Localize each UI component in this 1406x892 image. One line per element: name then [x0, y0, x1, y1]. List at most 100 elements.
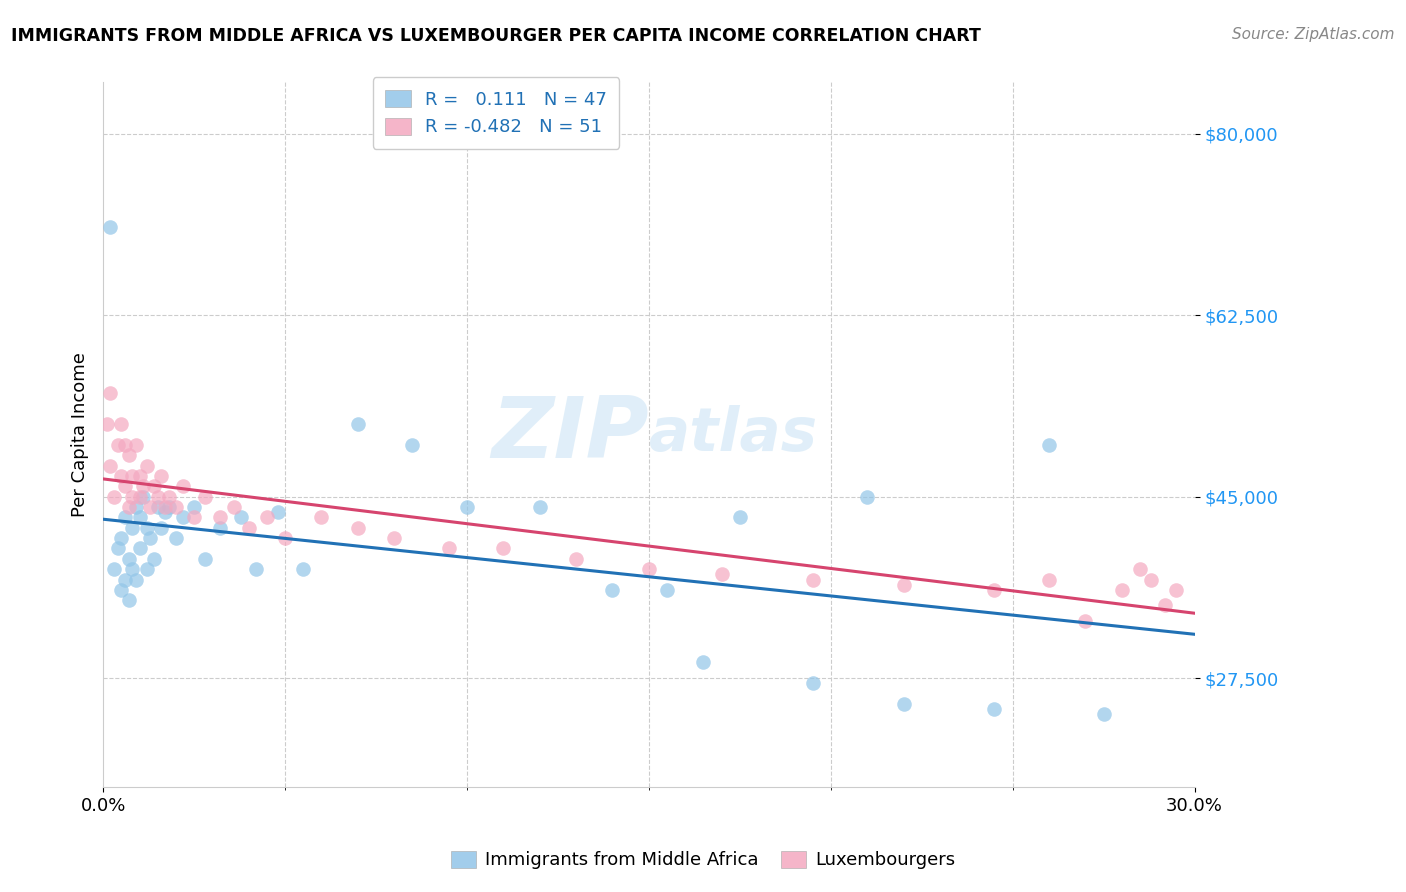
Point — [437, 541, 460, 556]
Point — [1140, 573, 1163, 587]
Point — [135, 521, 157, 535]
Legend: R =   0.111   N = 47, R = -0.482   N = 51: R = 0.111 N = 47, R = -0.482 N = 51 — [373, 77, 620, 149]
Point — [125, 573, 148, 587]
Point — [135, 458, 157, 473]
Point — [117, 500, 139, 514]
Point — [132, 479, 155, 493]
Point — [710, 567, 733, 582]
Text: Source: ZipAtlas.com: Source: ZipAtlas.com — [1232, 27, 1395, 42]
Point — [172, 479, 194, 493]
Point — [637, 562, 659, 576]
Point — [801, 676, 824, 690]
Point — [117, 448, 139, 462]
Point — [492, 541, 515, 556]
Point — [856, 490, 879, 504]
Point — [146, 490, 169, 504]
Point — [117, 593, 139, 607]
Point — [100, 220, 122, 235]
Point — [983, 702, 1005, 716]
Point — [224, 500, 246, 514]
Point — [157, 500, 180, 514]
Point — [456, 500, 478, 514]
Point — [208, 510, 231, 524]
Point — [100, 458, 122, 473]
Point — [267, 505, 290, 519]
Point — [401, 438, 423, 452]
Point — [128, 510, 150, 524]
Point — [128, 469, 150, 483]
Point — [135, 562, 157, 576]
Point — [256, 510, 278, 524]
Point — [143, 552, 166, 566]
Text: IMMIGRANTS FROM MIDDLE AFRICA VS LUXEMBOURGER PER CAPITA INCOME CORRELATION CHAR: IMMIGRANTS FROM MIDDLE AFRICA VS LUXEMBO… — [11, 27, 981, 45]
Point — [150, 469, 173, 483]
Point — [238, 521, 260, 535]
Point — [1092, 707, 1115, 722]
Point — [311, 510, 333, 524]
Point — [107, 438, 129, 452]
Point — [1154, 599, 1177, 613]
Point — [153, 500, 176, 514]
Point — [1166, 582, 1188, 597]
Point — [107, 541, 129, 556]
Point — [103, 562, 125, 576]
Point — [565, 552, 588, 566]
Point — [346, 521, 368, 535]
Legend: Immigrants from Middle Africa, Luxembourgers: Immigrants from Middle Africa, Luxembour… — [441, 842, 965, 879]
Point — [172, 510, 194, 524]
Point — [1111, 582, 1133, 597]
Point — [125, 500, 148, 514]
Point — [114, 510, 136, 524]
Point — [1038, 438, 1060, 452]
Point — [165, 500, 187, 514]
Point — [110, 469, 132, 483]
Point — [382, 531, 405, 545]
Point — [110, 531, 132, 545]
Point — [121, 521, 143, 535]
Point — [132, 490, 155, 504]
Point — [96, 417, 118, 431]
Point — [1074, 614, 1097, 628]
Point — [655, 582, 678, 597]
Point — [692, 656, 714, 670]
Point — [128, 490, 150, 504]
Point — [125, 438, 148, 452]
Point — [103, 490, 125, 504]
Y-axis label: Per Capita Income: Per Capita Income — [72, 352, 89, 517]
Point — [110, 582, 132, 597]
Point — [245, 562, 267, 576]
Point — [529, 500, 551, 514]
Point — [893, 578, 915, 592]
Point — [183, 500, 205, 514]
Point — [183, 510, 205, 524]
Point — [728, 510, 751, 524]
Point — [165, 531, 187, 545]
Point — [121, 469, 143, 483]
Point — [983, 582, 1005, 597]
Point — [114, 438, 136, 452]
Point — [139, 500, 162, 514]
Point — [1038, 573, 1060, 587]
Point — [194, 552, 217, 566]
Point — [139, 531, 162, 545]
Point — [117, 552, 139, 566]
Point — [100, 386, 122, 401]
Point — [114, 573, 136, 587]
Point — [146, 500, 169, 514]
Point — [150, 521, 173, 535]
Text: atlas: atlas — [648, 405, 818, 464]
Point — [121, 562, 143, 576]
Point — [346, 417, 368, 431]
Point — [157, 490, 180, 504]
Point — [194, 490, 217, 504]
Point — [893, 697, 915, 711]
Point — [208, 521, 231, 535]
Point — [143, 479, 166, 493]
Point — [801, 573, 824, 587]
Point — [292, 562, 315, 576]
Point — [121, 490, 143, 504]
Point — [110, 417, 132, 431]
Point — [231, 510, 253, 524]
Point — [1129, 562, 1152, 576]
Point — [602, 582, 624, 597]
